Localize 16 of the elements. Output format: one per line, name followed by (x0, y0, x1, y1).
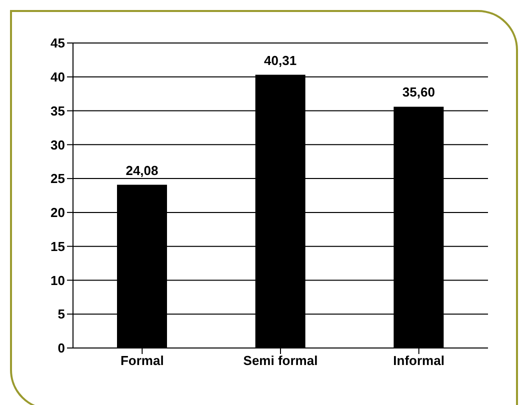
y-tick-label: 25 (50, 171, 65, 186)
y-tick-label: 45 (50, 36, 65, 51)
y-tick-label: 30 (50, 137, 65, 152)
y-tick-label: 40 (50, 70, 65, 85)
x-tick-label: Informal (393, 353, 444, 368)
y-tick-label: 5 (58, 306, 65, 322)
y-tick-label: 35 (50, 103, 65, 118)
data-label: 40,31 (264, 52, 297, 68)
y-tick-label: 10 (50, 272, 65, 288)
y-tick-label: 0 (58, 340, 65, 356)
data-label: 24,08 (126, 162, 158, 178)
data-label: 35,60 (402, 84, 435, 100)
y-tick-label: 20 (50, 205, 65, 220)
x-tick-label: Formal (120, 353, 164, 368)
y-tick-label: 15 (50, 238, 65, 254)
x-tick-label: Semi formal (243, 353, 318, 368)
